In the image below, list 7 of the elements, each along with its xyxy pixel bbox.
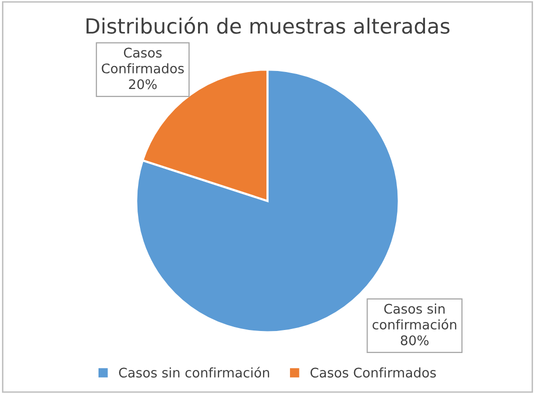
data-label: 80%: [400, 335, 429, 346]
slice-label: Casos sin confirmación: [372, 304, 456, 330]
legend-label: Casos sin confirmación: [119, 366, 270, 378]
slice-label: Casos Confirmados: [102, 48, 184, 74]
legend-label: Casos Confirmados: [310, 367, 436, 378]
data-label: 20%: [129, 79, 157, 90]
chart-title: Distribución de muestras alteradas: [86, 16, 450, 34]
